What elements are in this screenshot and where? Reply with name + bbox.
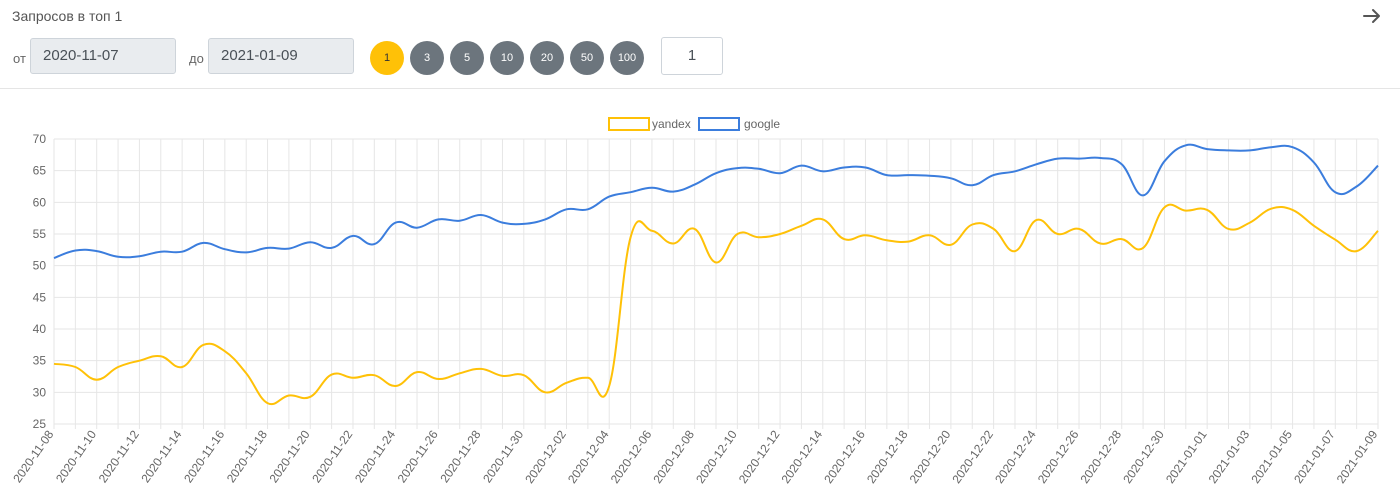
top-1-button[interactable]: 1 bbox=[370, 41, 404, 75]
x-tick-label: 2020-11-08 bbox=[10, 427, 56, 485]
top-100-button[interactable]: 100 bbox=[610, 41, 644, 75]
x-tick-label: 2020-12-28 bbox=[1078, 427, 1125, 486]
x-tick-label: 2020-12-24 bbox=[992, 427, 1039, 486]
y-tick-label: 40 bbox=[33, 322, 47, 336]
legend-swatch-yandex bbox=[608, 117, 650, 131]
y-tick-label: 55 bbox=[33, 227, 47, 241]
x-tick-label: 2021-01-03 bbox=[1206, 427, 1253, 486]
legend-label-yandex: yandex bbox=[652, 117, 691, 131]
y-tick-label: 65 bbox=[33, 164, 47, 178]
top-5-button[interactable]: 5 bbox=[450, 41, 484, 75]
x-tick-label: 2020-11-12 bbox=[96, 427, 142, 485]
x-tick-label: 2020-12-14 bbox=[779, 427, 826, 486]
x-tick-label: 2020-11-16 bbox=[181, 427, 227, 485]
top-3-button[interactable]: 3 bbox=[410, 41, 444, 75]
x-tick-label: 2020-12-26 bbox=[1035, 427, 1082, 486]
y-tick-label: 50 bbox=[33, 259, 47, 273]
x-tick-label: 2020-11-18 bbox=[224, 427, 270, 485]
x-tick-label: 2020-12-30 bbox=[1120, 427, 1167, 486]
divider bbox=[0, 88, 1400, 89]
x-tick-label: 2020-12-18 bbox=[864, 427, 911, 486]
x-tick-label: 2020-12-10 bbox=[693, 427, 740, 486]
x-tick-label: 2021-01-07 bbox=[1291, 427, 1338, 486]
page-title: Запросов в топ 1 bbox=[12, 8, 123, 24]
x-tick-label: 2020-11-22 bbox=[309, 427, 355, 485]
date-to-label: до bbox=[189, 51, 204, 66]
x-tick-label: 2020-12-22 bbox=[949, 427, 996, 486]
number-input[interactable]: 1 bbox=[661, 37, 723, 75]
x-tick-label: 2020-11-28 bbox=[437, 427, 483, 485]
y-tick-label: 30 bbox=[33, 385, 47, 399]
x-tick-label: 2020-12-04 bbox=[565, 427, 612, 486]
top-50-button[interactable]: 50 bbox=[570, 41, 604, 75]
x-tick-label: 2021-01-09 bbox=[1334, 427, 1381, 486]
x-tick-label: 2020-12-16 bbox=[821, 427, 868, 486]
x-tick-label: 2020-11-24 bbox=[352, 427, 398, 485]
legend-label-google: google bbox=[744, 117, 780, 131]
arrow-right-icon[interactable] bbox=[1360, 4, 1384, 28]
x-tick-label: 2021-01-01 bbox=[1163, 427, 1210, 486]
line-chart: 25 30 35 40 45 50 55 60 65 70 2020-11-082020-11-10… bbox=[10, 117, 1381, 486]
series-line-yandex bbox=[53, 203, 1379, 406]
y-tick-label: 45 bbox=[33, 290, 47, 304]
x-tick-label: 2020-11-30 bbox=[480, 427, 526, 485]
x-tick-label: 2020-12-02 bbox=[522, 427, 569, 486]
date-from-input[interactable]: 2020-11-07 bbox=[30, 38, 176, 74]
top-20-button[interactable]: 20 bbox=[530, 41, 564, 75]
x-tick-label: 2020-11-10 bbox=[53, 427, 99, 485]
date-from-label: от bbox=[13, 51, 26, 66]
x-tick-label: 2020-11-14 bbox=[138, 427, 184, 485]
x-tick-label: 2020-12-12 bbox=[736, 427, 783, 486]
legend-swatch-google bbox=[698, 117, 740, 131]
y-tick-label: 60 bbox=[33, 195, 47, 209]
top-10-button[interactable]: 10 bbox=[490, 41, 524, 75]
y-tick-label: 35 bbox=[33, 354, 47, 368]
x-tick-label: 2020-12-06 bbox=[608, 427, 655, 486]
y-tick-label: 70 bbox=[33, 132, 47, 146]
x-tick-label: 2021-01-05 bbox=[1248, 427, 1295, 486]
series-line-google bbox=[53, 143, 1379, 260]
x-tick-label: 2020-11-26 bbox=[395, 427, 441, 485]
date-to-input[interactable]: 2021-01-09 bbox=[208, 38, 354, 74]
x-tick-label: 2020-12-20 bbox=[907, 427, 954, 486]
x-tick-label: 2020-11-20 bbox=[267, 427, 313, 485]
y-tick-label: 25 bbox=[33, 417, 47, 431]
x-tick-label: 2020-12-08 bbox=[650, 427, 697, 486]
